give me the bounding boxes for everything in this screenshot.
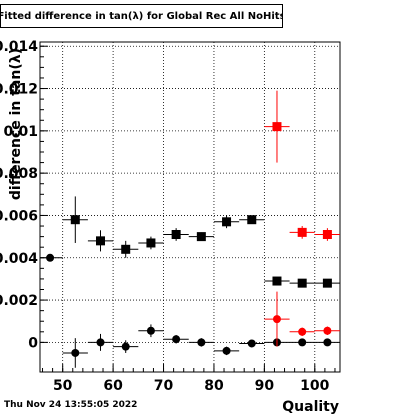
data-point-square <box>322 278 332 288</box>
data-point-circle <box>146 326 155 335</box>
data-point-circle <box>272 315 281 324</box>
data-point-square <box>96 236 106 246</box>
y-tick-label: 0.008 <box>0 166 38 182</box>
data-point-circle <box>71 348 80 357</box>
data-point-square <box>322 230 332 239</box>
grid <box>40 42 340 372</box>
y-tick-label: 0 <box>28 335 38 351</box>
data-point-circle <box>222 346 231 355</box>
data-point-square <box>146 238 156 248</box>
data-point-square <box>297 278 307 288</box>
data-point-circle <box>121 342 130 351</box>
x-tick-label: 100 <box>300 378 329 394</box>
x-tick-label: 90 <box>255 378 275 394</box>
x-tick-label: 70 <box>154 378 174 394</box>
y-tick-label: 0.004 <box>0 251 38 267</box>
y-tick-label: 0.012 <box>0 82 38 98</box>
data-point-square <box>297 227 307 237</box>
data-point-circle <box>96 338 105 347</box>
plot-frame <box>39 41 341 373</box>
timestamp: Thu Nov 24 13:55:05 2022 <box>4 400 138 410</box>
data-point-square <box>121 244 131 254</box>
data-point-square <box>196 232 206 242</box>
data-point-square <box>222 217 232 227</box>
x-tick-label: 50 <box>53 378 73 394</box>
data-point-square <box>272 122 282 132</box>
x-axis-title: Quality <box>282 399 339 414</box>
x-tick-label: 60 <box>103 378 123 394</box>
data-point-circle <box>247 339 256 348</box>
chart-title: Fitted difference in tan(λ) for Global R… <box>0 4 283 28</box>
data-point-square <box>247 215 257 225</box>
data-point-square <box>272 276 282 286</box>
data-point-square <box>70 215 80 225</box>
y-tick-label: 0.01 <box>3 124 38 140</box>
data-point-circle <box>298 338 307 347</box>
data-point-circle <box>298 327 307 336</box>
data-point-circle <box>197 338 206 347</box>
x-tick-label: 80 <box>204 378 224 394</box>
y-tick-label: 0.014 <box>0 39 38 55</box>
data-point-circle <box>46 253 55 262</box>
data-point-square <box>171 230 181 239</box>
y-axis-title: difference in tan(λ) <box>8 48 24 200</box>
y-tick-label: 0.006 <box>0 208 38 224</box>
y-tick-label: 0.002 <box>0 293 38 309</box>
data-points <box>40 90 340 368</box>
data-point-circle <box>172 335 181 344</box>
axes: 0 0.002 0.004 0.006 0.008 0.01 0.012 0.014 50 60 7… <box>0 39 341 394</box>
data-point-circle <box>323 326 332 335</box>
data-point-circle <box>323 338 332 347</box>
